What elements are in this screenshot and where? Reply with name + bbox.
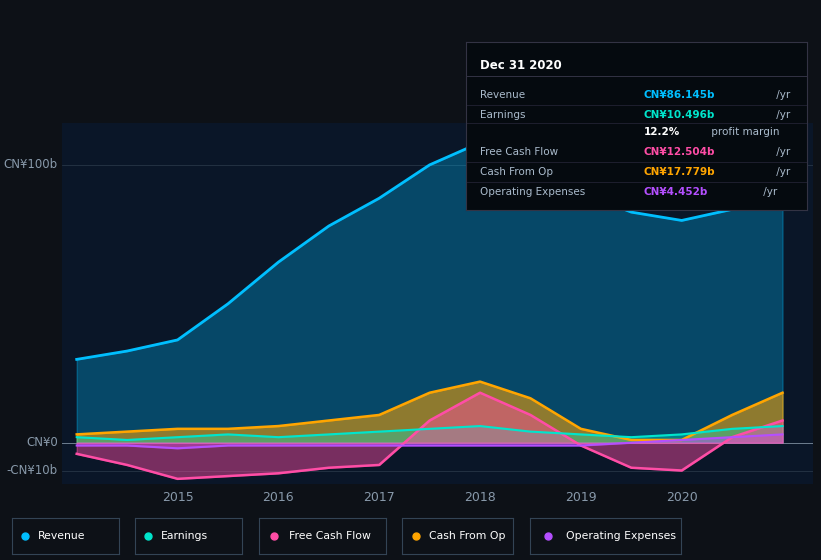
- Text: /yr: /yr: [773, 147, 791, 157]
- Text: profit margin: profit margin: [709, 127, 780, 137]
- Text: -CN¥10b: -CN¥10b: [7, 464, 57, 477]
- Text: /yr: /yr: [773, 167, 791, 177]
- Text: CN¥0: CN¥0: [26, 436, 57, 449]
- Text: Cash From Op: Cash From Op: [480, 167, 553, 177]
- Text: Operating Expenses: Operating Expenses: [480, 188, 585, 197]
- Text: /yr: /yr: [773, 90, 791, 100]
- Text: Dec 31 2020: Dec 31 2020: [480, 59, 562, 72]
- Text: /yr: /yr: [760, 188, 777, 197]
- Text: Cash From Op: Cash From Op: [429, 531, 506, 541]
- Text: 12.2%: 12.2%: [644, 127, 680, 137]
- Text: CN¥86.145b: CN¥86.145b: [644, 90, 715, 100]
- Text: CN¥17.779b: CN¥17.779b: [644, 167, 715, 177]
- Text: Free Cash Flow: Free Cash Flow: [480, 147, 558, 157]
- Text: Earnings: Earnings: [161, 531, 209, 541]
- Text: Free Cash Flow: Free Cash Flow: [289, 531, 371, 541]
- Text: /yr: /yr: [773, 110, 791, 120]
- Text: CN¥4.452b: CN¥4.452b: [644, 188, 708, 197]
- Text: CN¥100b: CN¥100b: [3, 158, 57, 171]
- Text: Operating Expenses: Operating Expenses: [566, 531, 676, 541]
- Text: Revenue: Revenue: [38, 531, 85, 541]
- Text: Earnings: Earnings: [480, 110, 525, 120]
- Text: CN¥10.496b: CN¥10.496b: [644, 110, 715, 120]
- Text: Revenue: Revenue: [480, 90, 525, 100]
- Text: CN¥12.504b: CN¥12.504b: [644, 147, 715, 157]
